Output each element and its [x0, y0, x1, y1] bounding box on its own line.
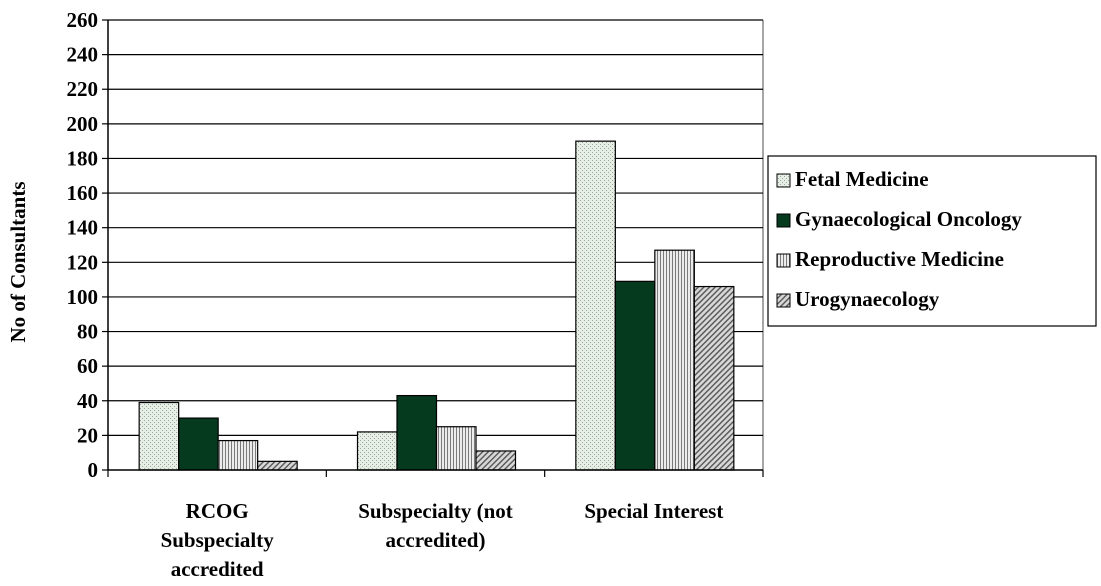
- y-tick-label: 240: [67, 43, 99, 67]
- legend-box: [767, 155, 1097, 327]
- y-tick-label: 260: [67, 8, 99, 32]
- y-tick-label: 120: [67, 250, 99, 274]
- x-axis-ticks: RCOG Subspecialty accredited Subspecialty (…: [107, 470, 764, 581]
- y-tick-label: 0: [88, 458, 99, 482]
- legend-label: Fetal Medicine: [795, 167, 929, 191]
- y-tick-label: 140: [67, 216, 99, 240]
- x-tick-label: Special Interest: [584, 499, 723, 523]
- y-tick-label: 160: [67, 181, 99, 205]
- y-tick-label: 60: [77, 354, 98, 378]
- legend-swatch: [776, 253, 791, 268]
- bar-gynaecological-oncology: [614, 280, 656, 471]
- x-tick-label: RCOG Subspecialty accredited: [161, 499, 275, 581]
- bars: [138, 140, 735, 471]
- bar-reproductive-medicine: [217, 439, 259, 471]
- bar-fetal-medicine: [356, 431, 398, 471]
- bar-gynaecological-oncology: [178, 417, 219, 471]
- y-tick-label: 180: [67, 146, 99, 170]
- legend-swatch: [776, 173, 791, 188]
- gridlines: [108, 19, 763, 436]
- x-tick-label: Subspecialty (not accredited): [358, 499, 513, 552]
- y-tick-label: 100: [67, 285, 99, 309]
- legend-label: Urogynaecology: [795, 287, 940, 311]
- bar-gynaecological-oncology: [396, 394, 438, 471]
- bar-urogynaecology: [475, 450, 517, 471]
- bar-urogynaecology: [257, 460, 298, 471]
- legend-swatch: [776, 213, 791, 228]
- legend-label: Gynaecological Oncology: [795, 207, 1022, 231]
- y-axis-label: No of Consultants: [6, 181, 30, 342]
- legend: Fetal Medicine Gynaecological Oncology Rep…: [767, 155, 1097, 327]
- y-tick-label: 220: [67, 77, 99, 101]
- y-tick-label: 20: [77, 423, 98, 447]
- bar-urogynaecology: [693, 285, 735, 471]
- y-tick-label: 80: [77, 320, 98, 344]
- y-tick-label: 40: [77, 389, 98, 413]
- legend-label: Reproductive Medicine: [795, 247, 1004, 271]
- bar-fetal-medicine: [138, 401, 180, 471]
- legend-swatch: [776, 293, 791, 308]
- axes: [107, 20, 763, 471]
- bar-reproductive-medicine: [654, 249, 695, 471]
- y-axis-ticks: 0 20 40 60 80 100 120 140 160 180 200 220 240 260: [67, 8, 108, 482]
- y-tick-label: 200: [67, 112, 99, 136]
- bar-fetal-medicine: [575, 140, 616, 471]
- bar-reproductive-medicine: [435, 426, 477, 471]
